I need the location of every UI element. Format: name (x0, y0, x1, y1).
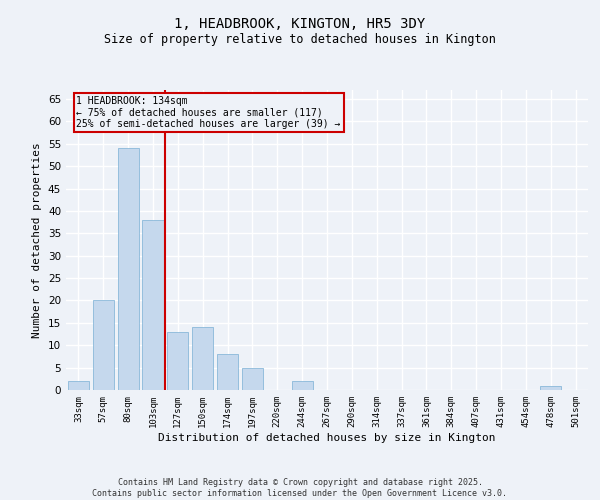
Bar (118, 148, 139, 390)
Text: Size of property relative to detached houses in Kington: Size of property relative to detached ho… (104, 32, 496, 46)
Bar (292, 381, 313, 390)
Text: Contains HM Land Registry data © Crown copyright and database right 2025.
Contai: Contains HM Land Registry data © Crown c… (92, 478, 508, 498)
X-axis label: Distribution of detached houses by size in Kington: Distribution of detached houses by size … (158, 432, 496, 442)
Bar (242, 368, 263, 390)
Bar (93, 300, 114, 390)
Bar (68, 381, 89, 390)
Text: 1, HEADBROOK, KINGTON, HR5 3DY: 1, HEADBROOK, KINGTON, HR5 3DY (175, 18, 425, 32)
Bar (192, 328, 213, 390)
Bar (540, 386, 561, 390)
Bar (217, 354, 238, 390)
Bar (142, 220, 164, 390)
Text: 1 HEADBROOK: 134sqm
← 75% of detached houses are smaller (117)
25% of semi-detac: 1 HEADBROOK: 134sqm ← 75% of detached ho… (76, 96, 341, 129)
Bar (167, 332, 188, 390)
Y-axis label: Number of detached properties: Number of detached properties (32, 142, 43, 338)
